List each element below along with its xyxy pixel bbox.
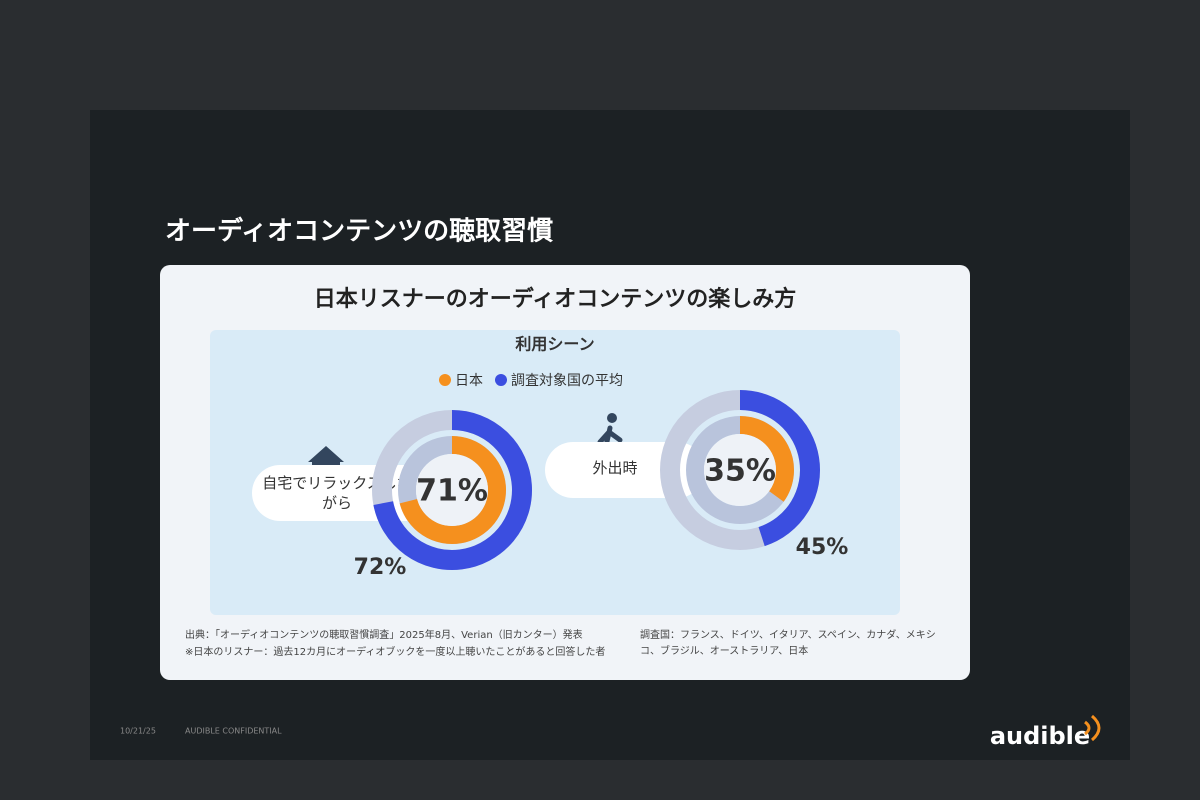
legend-dot [439, 374, 451, 386]
survey-countries: 調査国：フランス、ドイツ、イタリア、スペイン、カナダ、メキシコ、ブラジル、オース… [640, 630, 936, 657]
donut-arc [399, 436, 506, 544]
outer-value-label: 45% [796, 535, 849, 560]
chart-subtitle: 利用シーン [515, 335, 594, 354]
category-label: 外出時 [592, 459, 638, 477]
chart-title: 日本リスナーのオーディオコンテンツの楽しみ方 [314, 286, 796, 312]
outer-value-label: 72% [354, 555, 407, 580]
donut-arc [373, 410, 532, 570]
legend-label: 日本 [455, 373, 483, 389]
donut-hole [416, 454, 488, 526]
legend-label: 調査対象国の平均 [511, 373, 623, 389]
slide-date: 10/21/25 [120, 727, 156, 736]
source-note-box: 出典：「オーディオコンテンツの聴取習慣調査」2025年8月、Verian（旧カン… [185, 630, 583, 641]
logo: audible [990, 722, 1090, 750]
source-note: ※日本のリスナー：過去12カ月にオーディオブックを一度以上聴いたことがあると回答… [185, 647, 606, 658]
source-note: 出典：「オーディオコンテンツの聴取習慣調査」2025年8月、Verian（旧カン… [185, 630, 583, 641]
legend-dot [495, 374, 507, 386]
logo-waves [1084, 714, 1101, 742]
source-note-box: ※日本のリスナー：過去12カ月にオーディオブックを一度以上聴いたことがあると回答… [185, 647, 606, 658]
category-label-box: 外出時 [592, 459, 638, 477]
center-value-label: 35% [704, 454, 776, 489]
slide-heading: オーディオコンテンツの聴取習慣 [165, 216, 553, 247]
survey-countries-box: 調査国：フランス、ドイツ、イタリア、スペイン、カナダ、メキシコ、ブラジル、オース… [640, 630, 936, 657]
donut-arc [739, 416, 794, 502]
donut-arc [739, 390, 820, 547]
center-value-label: 71% [416, 474, 488, 509]
category-pill [252, 465, 442, 521]
donut-hole [704, 434, 776, 506]
confidential: AUDIBLE CONFIDENTIAL [185, 727, 282, 736]
